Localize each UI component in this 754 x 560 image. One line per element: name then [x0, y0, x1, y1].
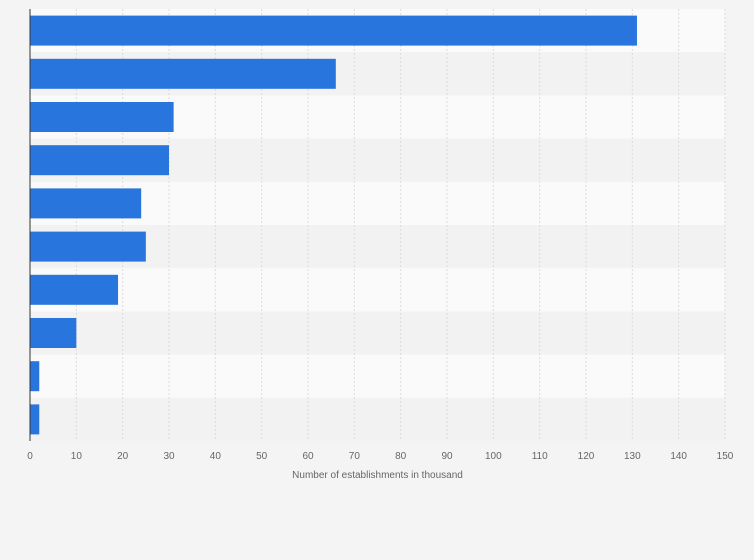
bar[interactable]	[30, 318, 77, 348]
bar[interactable]	[30, 58, 336, 89]
x-tick-label: 130	[624, 451, 641, 462]
x-axis-title: Number of establishments in thousand	[292, 470, 463, 481]
bar[interactable]	[30, 361, 40, 392]
x-tick-label: 120	[578, 451, 595, 462]
x-tick-label: 150	[717, 451, 734, 462]
x-tick-label: 20	[117, 451, 129, 462]
x-tick-label: 90	[441, 451, 453, 462]
bar[interactable]	[30, 274, 119, 305]
x-tick-label: 100	[485, 451, 502, 462]
row-band	[30, 268, 725, 312]
bar[interactable]	[30, 404, 40, 435]
x-tick-label: 60	[302, 451, 314, 462]
bar[interactable]	[30, 188, 142, 219]
x-tick-label: 80	[395, 451, 407, 462]
row-band	[30, 354, 725, 398]
bar[interactable]	[30, 102, 174, 132]
x-tick-label: 70	[349, 451, 361, 462]
x-tick-label: 10	[71, 451, 83, 462]
x-tick-label: 40	[210, 451, 222, 462]
bar[interactable]	[30, 231, 146, 262]
x-tick-label: 30	[163, 451, 175, 462]
row-bands	[30, 9, 725, 441]
x-tick-label: 50	[256, 451, 268, 462]
x-tick-label: 140	[670, 451, 687, 462]
x-tick-label: 0	[27, 451, 33, 462]
row-band	[30, 181, 725, 225]
row-band	[30, 397, 725, 441]
bar[interactable]	[30, 15, 637, 46]
bars	[30, 15, 637, 435]
bar[interactable]	[30, 145, 169, 176]
row-band	[30, 311, 725, 355]
x-axis-ticks: 0 10 20 30 40 50 60 70 80 90 100 110 120 130 140 150	[27, 451, 734, 462]
x-tick-label: 110	[532, 451, 548, 462]
